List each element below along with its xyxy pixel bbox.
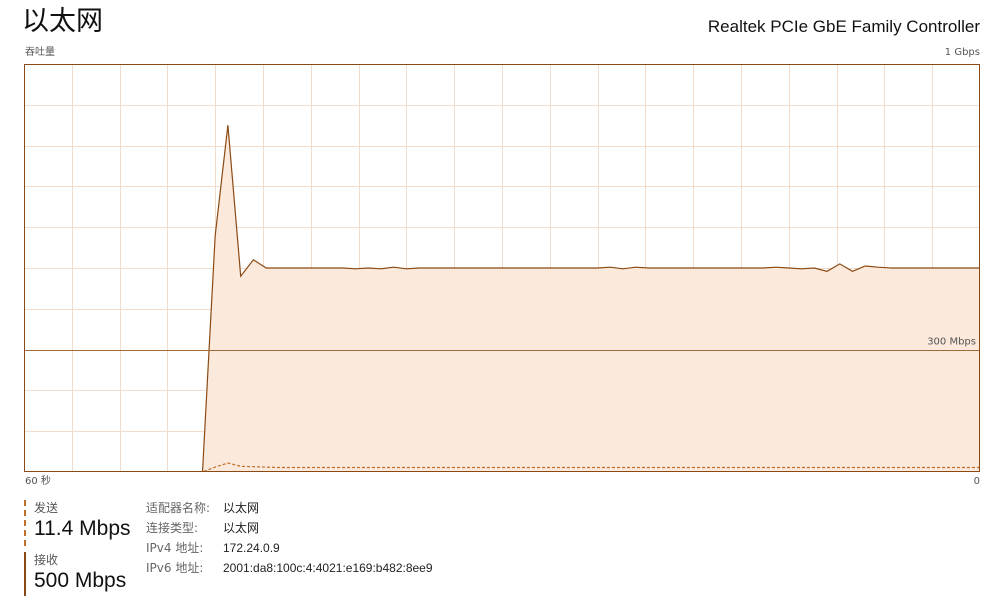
page-title: 以太网 [22, 6, 103, 37]
graph-series [24, 125, 980, 472]
prop-key: IPv6 地址: [146, 561, 204, 575]
adapter-name: Realtek PCIe GbE Family Controller [707, 17, 980, 36]
throughput-graph: 300 Mbps [24, 64, 980, 472]
y-axis-label: 吞吐量 [25, 47, 55, 58]
receive-stat: 接收 500 Mbps [24, 552, 144, 596]
send-label: 发送 [34, 501, 59, 515]
prop-key: 连接类型: [146, 521, 199, 535]
prop-key: IPv4 地址: [146, 541, 204, 555]
series-area-receive [24, 125, 980, 472]
send-value: 11.4 Mbps [34, 517, 131, 540]
prop-value: 以太网 [223, 501, 260, 515]
prop-adapter-name: 适配器名称: 以太网 [146, 500, 546, 520]
prop-key: 适配器名称: [146, 501, 211, 515]
prop-value: 2001:da8:100c:4:4021:e169:b482:8ee9 [223, 561, 433, 575]
send-stat: 发送 11.4 Mbps [24, 500, 144, 546]
prop-connection-type: 连接类型: 以太网 [146, 520, 546, 540]
time-end-label: 0 [973, 476, 980, 487]
scale-line-label: 300 Mbps [927, 337, 976, 348]
prop-value: 以太网 [223, 521, 260, 535]
series-line-receive [24, 125, 980, 472]
graph-border [24, 64, 980, 472]
y-max-label: 1 Gbps [944, 47, 980, 58]
receive-value: 500 Mbps [34, 569, 127, 592]
time-span-label: 60 秒 [25, 476, 51, 487]
prop-ipv6: IPv6 地址: 2001:da8:100c:4:4021:e169:b482:… [146, 560, 546, 580]
prop-ipv4: IPv4 地址: 172.24.0.9 [146, 540, 546, 560]
prop-value: 172.24.0.9 [223, 541, 280, 555]
receive-label: 接收 [34, 553, 59, 567]
